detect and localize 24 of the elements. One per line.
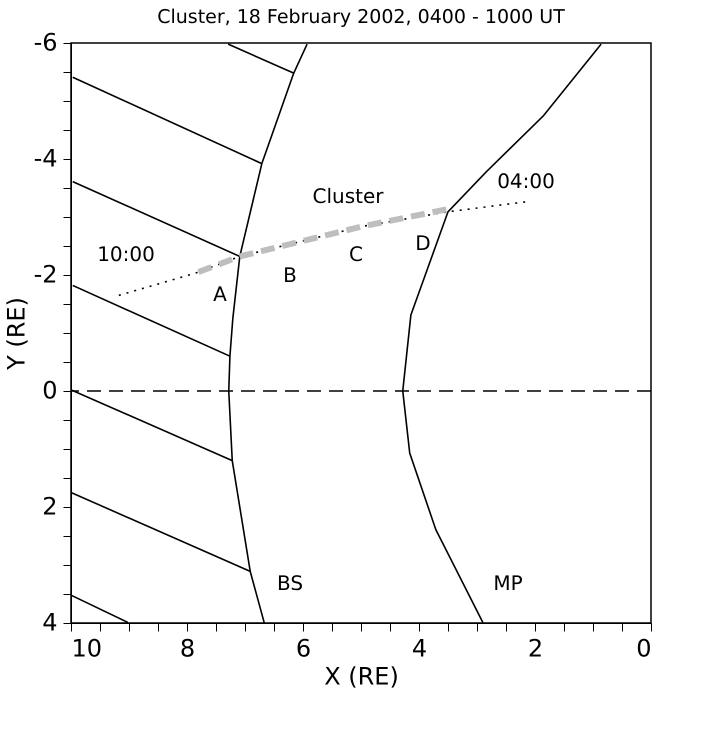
- x-axis-title: X (RE): [324, 662, 399, 690]
- annotation: B: [283, 263, 297, 287]
- chart-title: Cluster, 18 February 2002, 0400 - 1000 UT: [157, 6, 566, 28]
- x-tick-label: 6: [296, 634, 312, 662]
- annotation: MP: [493, 571, 523, 595]
- annotation: Cluster: [312, 184, 384, 208]
- x-tick-label: 0: [636, 634, 652, 662]
- annotation: 10:00: [97, 242, 155, 266]
- annotation: C: [349, 242, 363, 266]
- annotation: D: [415, 231, 431, 255]
- y-tick-label: -4: [34, 144, 58, 172]
- y-axis-title: Y (RE): [2, 297, 31, 371]
- annotation: BS: [276, 571, 304, 595]
- annotation: 04:00: [497, 169, 555, 193]
- y-tick-label: -6: [34, 28, 58, 56]
- y-tick-label: 0: [42, 376, 58, 404]
- annotation: A: [213, 282, 228, 306]
- y-tick-label: -2: [34, 260, 58, 288]
- y-tick-label: 2: [42, 492, 58, 520]
- x-tick-label: 10: [72, 634, 102, 662]
- x-tick-label: 4: [412, 634, 428, 662]
- y-tick-label: 4: [42, 608, 58, 636]
- x-tick-label: 2: [528, 634, 544, 662]
- x-tick-label: 8: [180, 634, 196, 662]
